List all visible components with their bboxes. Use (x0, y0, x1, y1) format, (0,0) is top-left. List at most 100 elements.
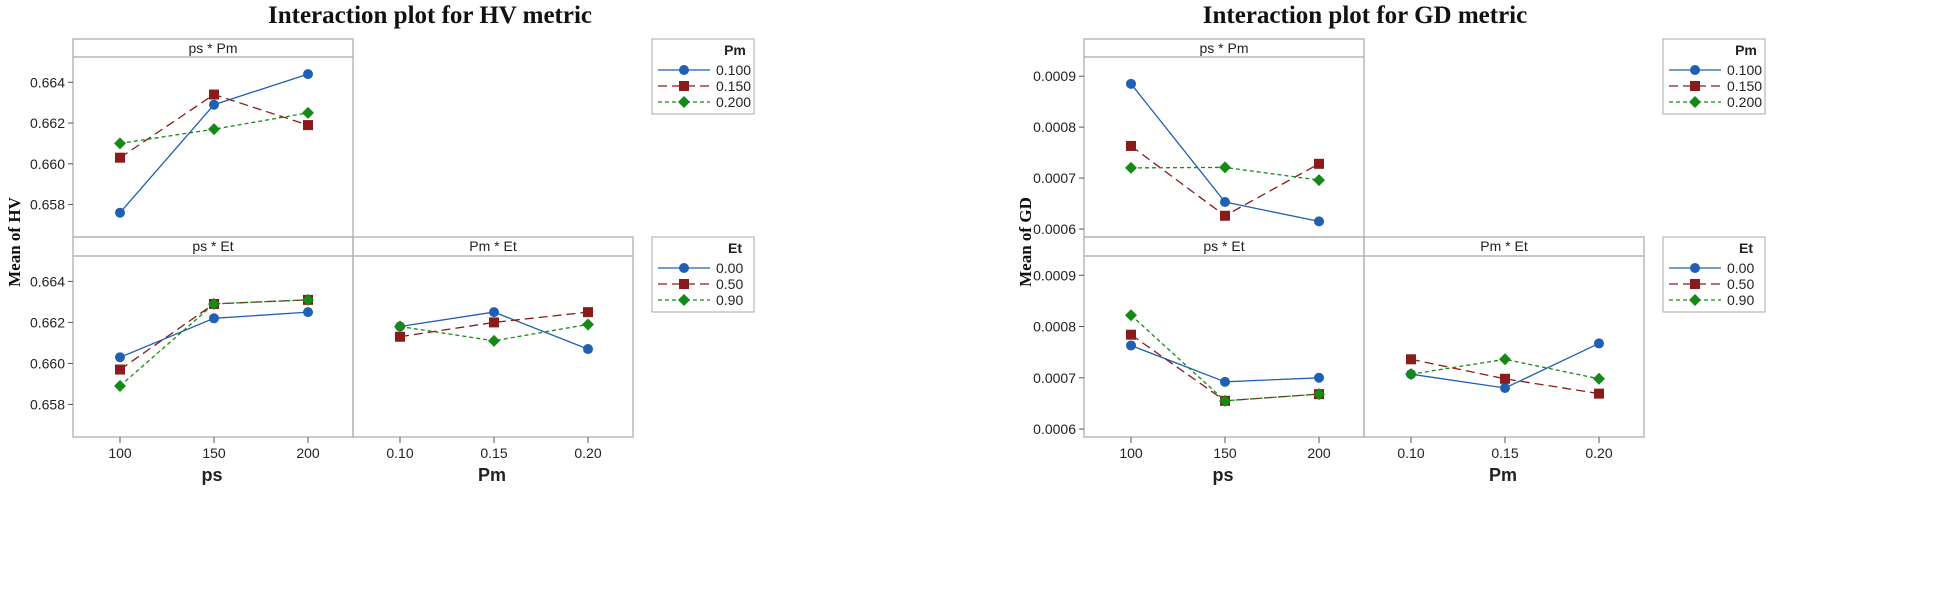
data-point (303, 307, 313, 318)
panel-ps-x-et: ps * Et (72, 236, 354, 438)
data-point (1406, 354, 1416, 365)
x-tick-label: 0.10 (1397, 445, 1424, 461)
legend-entry-label: 0.90 (1727, 292, 1754, 308)
legend-entry-label: 0.100 (1727, 62, 1762, 78)
data-point (1126, 78, 1136, 89)
x-tick-label: 100 (1119, 445, 1143, 461)
y-tick-label: 0.660 (30, 355, 65, 371)
y-tick-label: 0.0007 (1033, 170, 1076, 186)
x-tick-label: 0.15 (1491, 445, 1518, 461)
legend-title: Pm (724, 42, 746, 58)
series-0.00 (1126, 340, 1324, 387)
series-line (1130, 334, 1320, 402)
data-point (1219, 394, 1231, 407)
data-point (489, 307, 499, 318)
x-tick-label: 150 (1213, 445, 1237, 461)
data-point (1500, 383, 1510, 393)
strip-label: ps * Pm (188, 40, 237, 56)
panel-ps-x-et: ps * Et (1083, 236, 1365, 438)
panel-pm-x-et: Pm * Et (352, 236, 634, 438)
data-point (1594, 388, 1604, 399)
data-point (1314, 372, 1324, 383)
series-line (1410, 358, 1600, 395)
legend-entry-label: 0.150 (1727, 78, 1762, 94)
series-0.00 (1406, 338, 1604, 393)
series-0.200 (114, 106, 314, 150)
series-line (119, 299, 309, 387)
legend-marker (1690, 65, 1700, 75)
data-point (303, 69, 313, 80)
legend-marker (678, 96, 690, 108)
y-tick-label: 0.0006 (1033, 421, 1076, 437)
data-point (302, 293, 314, 306)
panel-frame (1363, 236, 1645, 438)
y-tick-label: 0.658 (30, 197, 65, 213)
x-axis-label: ps (201, 465, 222, 485)
y-tick-label: 0.658 (30, 396, 65, 412)
data-point (208, 123, 220, 136)
y-tick-label: 0.0007 (1033, 370, 1076, 386)
y-axis-label: Mean of HV (5, 196, 24, 286)
data-point (394, 320, 406, 333)
series-0.100 (1126, 78, 1324, 227)
series-line (119, 299, 309, 371)
data-point (1593, 372, 1605, 385)
legend-entry-label: 0.50 (716, 276, 743, 292)
legend-marker (1689, 96, 1701, 108)
legend-marker (678, 294, 690, 306)
data-point (1500, 373, 1510, 384)
panel-frame (72, 236, 354, 438)
legend-marker (679, 65, 689, 75)
x-tick-label: 0.10 (386, 445, 413, 461)
series-0.150 (1126, 140, 1324, 221)
panel-frame (72, 38, 354, 238)
x-tick-label: 0.20 (1585, 445, 1612, 461)
data-point (1314, 216, 1324, 227)
series-line (1130, 344, 1320, 383)
data-point (1125, 309, 1137, 322)
y-tick-label: 0.0009 (1033, 68, 1076, 84)
data-point (209, 313, 219, 324)
x-axis-label: Pm (1489, 465, 1517, 485)
series-0.200 (1125, 161, 1325, 187)
series-0.90 (394, 318, 594, 347)
y-tick-label: 0.664 (30, 273, 65, 289)
y-axis-label: Mean of GD (1016, 197, 1035, 287)
series-0.00 (395, 307, 593, 355)
legend-title: Et (1739, 240, 1753, 256)
legend-entry-label: 0.50 (1727, 276, 1754, 292)
legend-marker (679, 263, 689, 273)
data-point (1405, 368, 1417, 381)
data-point (583, 344, 593, 355)
panel-ps-x-pm: ps * Pm (1083, 38, 1365, 238)
strip-label: Pm * Et (469, 238, 517, 254)
data-point (115, 152, 125, 163)
legend-marker (1689, 294, 1701, 306)
series-0.90 (1405, 353, 1605, 385)
x-axis-label: Pm (478, 465, 506, 485)
data-point (114, 379, 126, 392)
data-point (1313, 388, 1325, 401)
strip-label: Pm * Et (1480, 238, 1528, 254)
data-point (115, 207, 125, 218)
legend-entry-label: 0.100 (716, 62, 751, 78)
data-point (1220, 376, 1230, 387)
data-point (209, 99, 219, 110)
data-point (582, 318, 594, 331)
series-line (399, 323, 589, 342)
x-tick-label: 200 (1307, 445, 1331, 461)
chart-2: Interaction plot for GD metric Mean of GD… (1016, 2, 1766, 485)
y-tick-label: 0.664 (30, 74, 65, 90)
x-axis-label: ps (1212, 465, 1233, 485)
legend-entry-label: 0.200 (716, 94, 751, 110)
legend-marker (679, 279, 689, 289)
chart-1: Interaction plot for HV metric Mean of HV… (5, 2, 755, 485)
data-point (489, 317, 499, 328)
data-point (1126, 329, 1136, 340)
legend-title: Pm (1735, 42, 1757, 58)
data-point (1313, 174, 1325, 187)
legend-marker (1690, 279, 1700, 289)
y-tick-label: 0.662 (30, 115, 65, 131)
